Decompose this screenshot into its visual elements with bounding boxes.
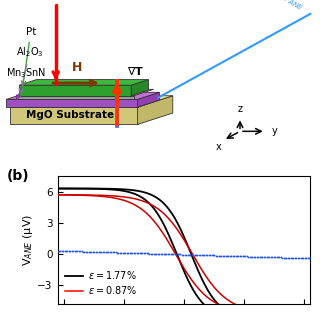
Text: Pt: Pt xyxy=(21,27,36,85)
Text: $V_{ANE}$: $V_{ANE}$ xyxy=(279,0,307,13)
Text: (b): (b) xyxy=(7,169,29,183)
Polygon shape xyxy=(138,96,173,124)
Y-axis label: V$_{ANE}$ (μV): V$_{ANE}$ (μV) xyxy=(20,214,35,266)
Text: $\mathbf{H}$: $\mathbf{H}$ xyxy=(70,60,82,74)
Polygon shape xyxy=(131,80,148,96)
Polygon shape xyxy=(19,80,148,85)
Text: x: x xyxy=(216,142,221,152)
Text: Mn$_3$SnN: Mn$_3$SnN xyxy=(6,66,46,99)
Polygon shape xyxy=(6,92,159,99)
Text: y: y xyxy=(272,126,278,136)
Polygon shape xyxy=(16,89,154,96)
Polygon shape xyxy=(16,96,134,99)
Legend: $\varepsilon = 1.77\%$, $\varepsilon = 0.87\%$: $\varepsilon = 1.77\%$, $\varepsilon = 0… xyxy=(62,266,140,299)
Text: Al$_2$O$_3$: Al$_2$O$_3$ xyxy=(16,45,44,93)
Text: MgO Substrate: MgO Substrate xyxy=(26,110,114,120)
Polygon shape xyxy=(19,85,131,96)
Polygon shape xyxy=(6,99,138,107)
Text: z: z xyxy=(237,104,243,114)
Polygon shape xyxy=(138,92,159,107)
Polygon shape xyxy=(10,107,138,124)
Text: $\nabla \mathbf{T}$: $\nabla \mathbf{T}$ xyxy=(127,65,144,77)
Polygon shape xyxy=(10,96,173,107)
